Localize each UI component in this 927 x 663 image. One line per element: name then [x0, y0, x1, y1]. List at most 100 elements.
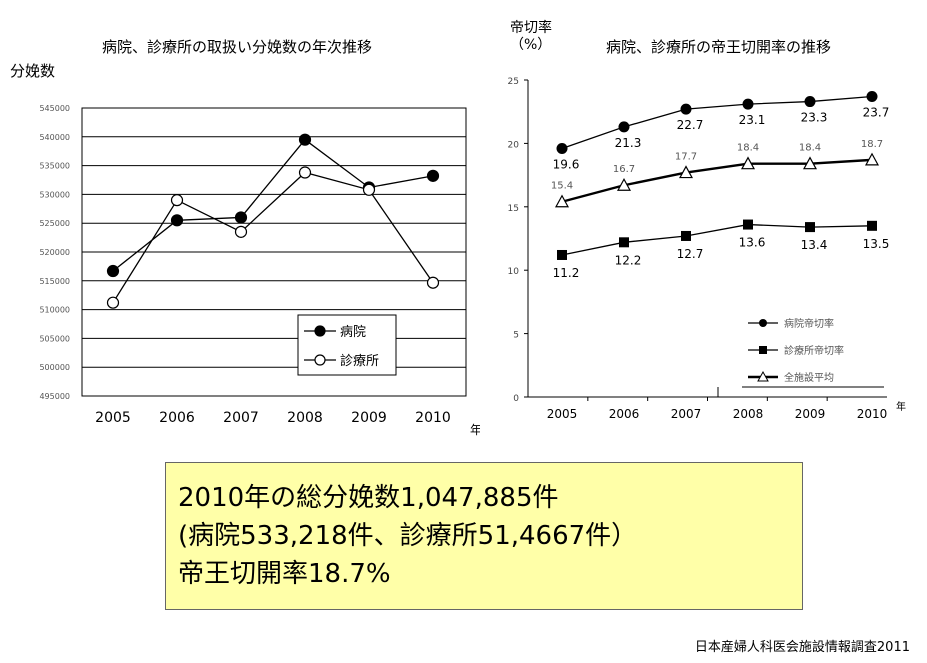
- x-axis-label: 年: [470, 423, 480, 437]
- x-tick-label: 2007: [671, 407, 702, 421]
- y-tick-label: 505000: [39, 334, 70, 343]
- right-chart-ylabel: 帝切率 （%）: [510, 20, 552, 53]
- data-point-2: [743, 219, 753, 230]
- y-tick-label: 5: [513, 331, 519, 341]
- data-point-2: [557, 249, 567, 260]
- x-tick-label: 2010: [415, 410, 451, 426]
- data-point-1: [678, 165, 694, 179]
- data-label-2: 11.2: [553, 266, 580, 280]
- data-point-0: [804, 96, 816, 108]
- data-point-1: [864, 152, 880, 166]
- data-point-2: [867, 220, 877, 231]
- data-label-2: 12.2: [615, 253, 642, 267]
- y-tick-label: 0: [513, 394, 519, 404]
- data-point-0: [618, 121, 630, 133]
- y-tick-label: 495000: [39, 392, 70, 401]
- y-tick-label: 10: [508, 267, 520, 277]
- legend-box: [297, 314, 397, 376]
- left-chart-ylabel: 分娩数: [10, 62, 56, 80]
- left-chart-title: 病院、診療所の取扱い分娩数の年次推移: [102, 38, 373, 56]
- data-label-1: 18.4: [737, 143, 759, 154]
- data-point-2: [681, 230, 691, 241]
- y-tick-label: 510000: [39, 306, 70, 315]
- data-point-2: [619, 237, 629, 248]
- data-point-1: [802, 156, 818, 170]
- data-label-2: 13.6: [739, 236, 766, 250]
- data-point-1: [554, 194, 570, 208]
- data-point-1: [170, 194, 184, 207]
- y-tick-label: 515000: [39, 277, 70, 286]
- data-point-1: [106, 296, 120, 309]
- data-point-1: [426, 276, 440, 289]
- data-point-0: [234, 211, 248, 224]
- data-label-2: 13.5: [863, 237, 890, 251]
- source-citation: 日本産婦人科医会施設情報調査2011: [694, 640, 910, 655]
- data-label-1: 15.4: [551, 181, 573, 192]
- x-tick-label: 2009: [351, 410, 387, 426]
- data-point-1: [298, 166, 312, 179]
- x-tick-label: 2007: [223, 410, 259, 426]
- y-tick-label: 25: [508, 77, 519, 87]
- x-axis-label: 年: [896, 400, 906, 413]
- legend-marker: [759, 319, 767, 327]
- y-tick-label: 15: [508, 204, 519, 214]
- legend-marker: [314, 325, 326, 337]
- y-tick-label: 520000: [39, 248, 70, 257]
- x-tick-label: 2005: [547, 407, 578, 421]
- x-tick-label: 2008: [733, 407, 764, 421]
- right-chart: 25 20 15 10 5 0 2005 2006 2007 2008 2009 2010 年 19.6 2…: [508, 77, 906, 421]
- data-label-0: 23.3: [801, 111, 828, 125]
- data-point-0: [866, 90, 878, 102]
- legend-label: 全施設平均: [784, 371, 834, 384]
- y-tick-label: 545000: [39, 104, 70, 113]
- y-tick-label: 540000: [39, 133, 70, 142]
- data-label-1: 17.7: [675, 152, 697, 163]
- series-line-2: [561, 223, 873, 256]
- data-point-0: [680, 103, 692, 115]
- data-label-2: 12.7: [677, 247, 704, 261]
- data-point-0: [170, 214, 184, 227]
- data-label-0: 23.7: [863, 105, 890, 119]
- series-line-1: [112, 171, 434, 304]
- y-tick-label: 525000: [39, 219, 70, 228]
- legend-label: 診療所: [340, 353, 379, 369]
- data-point-2: [805, 222, 815, 233]
- series-line-0: [112, 138, 434, 272]
- data-point-1: [362, 183, 376, 196]
- x-tick-label: 2006: [159, 410, 195, 426]
- series-line-0: [561, 95, 873, 150]
- x-tick-label: 2005: [95, 410, 131, 426]
- data-label-0: 23.1: [739, 113, 766, 127]
- y-tick-label: 500000: [39, 363, 70, 372]
- data-point-0: [742, 98, 754, 110]
- y-tick-label: 535000: [39, 162, 70, 171]
- y-tick-label: 20: [508, 140, 520, 150]
- data-point-0: [426, 169, 440, 182]
- data-label-0: 22.7: [677, 118, 704, 132]
- right-chart-title: 病院、診療所の帝王切開率の推移: [606, 38, 832, 56]
- data-label-1: 16.7: [613, 164, 635, 175]
- data-point-0: [298, 133, 312, 146]
- data-point-1: [616, 177, 632, 191]
- data-label-0: 21.3: [615, 136, 642, 150]
- x-tick-label: 2009: [795, 407, 826, 421]
- legend-marker: [759, 346, 767, 354]
- data-label-1: 18.4: [799, 143, 821, 154]
- data-label-0: 19.6: [553, 157, 580, 171]
- data-point-0: [556, 142, 568, 154]
- series-line-1: [561, 158, 873, 203]
- left-chart: 545000 540000 535000 530000 525000 520000 5150…: [39, 104, 480, 437]
- summary-breakdown: (病院533,218件、診療所51,4667件）: [178, 521, 638, 551]
- legend-label: 病院: [340, 325, 366, 340]
- legend-marker: [757, 370, 769, 382]
- data-label-2: 13.4: [801, 238, 828, 252]
- data-point-1: [234, 225, 248, 238]
- legend-label: 診療所帝切率: [784, 344, 844, 357]
- summary-cesarean-rate: 帝王切開率18.7%: [178, 559, 391, 589]
- summary-box: 2010年の総分娩数1,047,885件 (病院533,218件、診療所51,4…: [165, 462, 803, 610]
- x-tick-label: 2008: [287, 410, 323, 426]
- y-tick-label: 530000: [39, 190, 70, 199]
- data-label-1: 18.7: [861, 139, 883, 150]
- x-tick-label: 2010: [857, 407, 888, 421]
- data-point-1: [740, 156, 756, 170]
